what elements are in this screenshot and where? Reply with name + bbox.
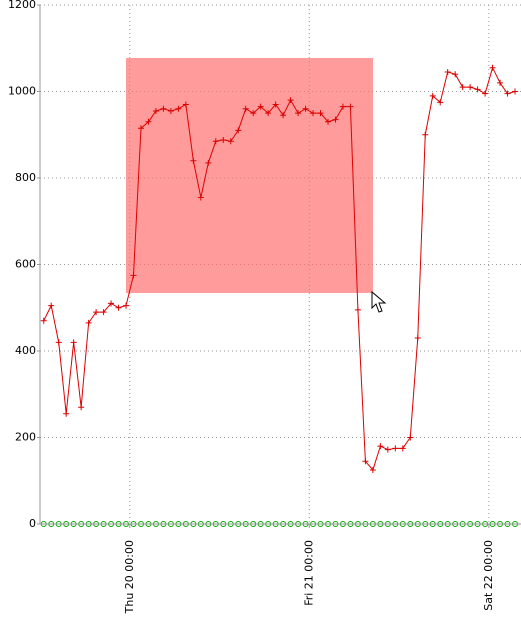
point-marker: [429, 92, 436, 99]
y-tick-label: 400: [15, 344, 36, 357]
point-marker: [280, 112, 287, 119]
y-tick-label: 800: [15, 171, 36, 184]
point-marker: [512, 88, 519, 95]
point-marker: [242, 105, 249, 112]
point-marker: [182, 101, 189, 108]
point-marker: [160, 105, 167, 112]
point-marker: [422, 131, 429, 138]
point-marker: [78, 404, 85, 411]
point-marker: [152, 107, 159, 114]
y-tick-label: 1200: [8, 0, 36, 11]
point-marker: [339, 103, 346, 110]
point-marker: [212, 138, 219, 145]
point-marker: [482, 90, 489, 97]
point-marker: [414, 335, 421, 342]
point-marker: [295, 110, 302, 117]
point-marker: [399, 445, 406, 452]
point-marker: [384, 446, 391, 453]
mouse-cursor: [371, 290, 387, 313]
point-marker: [70, 339, 77, 346]
point-marker: [257, 103, 264, 110]
point-marker: [63, 410, 70, 417]
point-marker: [310, 110, 317, 117]
point-marker: [504, 90, 511, 97]
point-marker: [115, 304, 122, 311]
point-marker: [108, 300, 115, 307]
point-marker: [235, 127, 242, 134]
y-tick-label: 1000: [8, 85, 36, 98]
point-marker: [452, 71, 459, 78]
point-marker: [145, 118, 152, 125]
point-marker: [48, 302, 55, 309]
point-marker: [205, 159, 212, 166]
point-marker: [497, 79, 504, 86]
x-tick-label: Sat 22 00:00: [482, 540, 495, 611]
point-marker: [55, 339, 62, 346]
point-marker: [392, 445, 399, 452]
point-marker: [265, 110, 272, 117]
point-marker: [459, 84, 466, 91]
point-marker: [85, 319, 92, 326]
point-marker: [190, 157, 197, 164]
point-marker: [227, 138, 234, 145]
point-marker: [362, 458, 369, 465]
y-tick-label: 600: [15, 258, 36, 271]
point-marker: [100, 309, 107, 316]
point-marker: [93, 309, 100, 316]
point-marker: [123, 302, 130, 309]
point-marker: [347, 103, 354, 110]
point-marker: [220, 136, 227, 143]
point-marker: [302, 105, 309, 112]
selection-rectangle[interactable]: [126, 58, 373, 293]
point-marker: [332, 116, 339, 123]
series-line: [43, 66, 516, 471]
point-marker: [197, 194, 204, 201]
point-marker: [130, 272, 137, 279]
point-marker: [317, 110, 324, 117]
point-marker: [489, 64, 496, 71]
point-marker: [325, 118, 332, 125]
point-marker: [250, 110, 257, 117]
x-tick-label: Thu 20 00:00: [123, 540, 136, 614]
point-marker: [474, 86, 481, 93]
point-marker: [444, 69, 451, 76]
point-marker: [40, 317, 47, 324]
point-marker: [407, 434, 414, 441]
point-marker: [377, 443, 384, 450]
point-marker: [467, 84, 474, 91]
point-marker: [175, 105, 182, 112]
y-tick-label: 200: [15, 431, 36, 444]
x-tick-label: Fri 21 00:00: [302, 540, 315, 606]
y-tick-label: 0: [29, 517, 36, 530]
point-marker: [287, 97, 294, 104]
point-marker: [137, 125, 144, 132]
point-marker: [437, 99, 444, 106]
point-marker: [369, 466, 376, 473]
point-marker: [354, 306, 361, 313]
point-marker: [167, 107, 174, 114]
point-marker: [272, 101, 279, 108]
